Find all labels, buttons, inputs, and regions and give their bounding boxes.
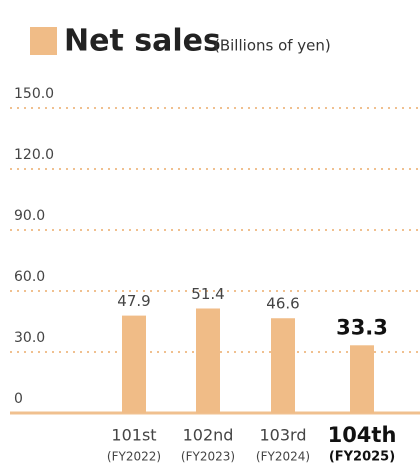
y-tick-label: 120.0 [14,147,54,163]
x-tick-label: 104th [328,423,397,447]
x-tick-label: 102nd [183,426,234,445]
bar [350,345,374,413]
x-tick-label: 103rd [260,426,307,445]
value-label: 51.4 [191,285,224,303]
y-tick-label: 150.0 [14,86,54,102]
chart-subtitle: (Billions of yen) [214,37,331,55]
legend-swatch [30,27,57,55]
chart-title: Net sales [64,24,221,59]
x-tick-sublabel: (FY2023) [181,450,235,464]
y-tick-label: 0 [14,391,23,407]
value-label: 33.3 [336,315,388,339]
bar [196,308,220,413]
x-tick-label: 101st [111,426,156,445]
x-tick-sublabel: (FY2024) [256,450,310,464]
y-tick-label: 90.0 [14,208,45,224]
bar [122,315,146,413]
y-tick-label: 30.0 [14,330,45,346]
x-tick-sublabel: (FY2025) [329,450,395,465]
value-label: 47.9 [117,292,150,310]
bar [271,318,295,413]
y-tick-label: 60.0 [14,269,45,285]
value-label: 46.6 [266,295,299,313]
x-tick-sublabel: (FY2022) [107,450,161,464]
